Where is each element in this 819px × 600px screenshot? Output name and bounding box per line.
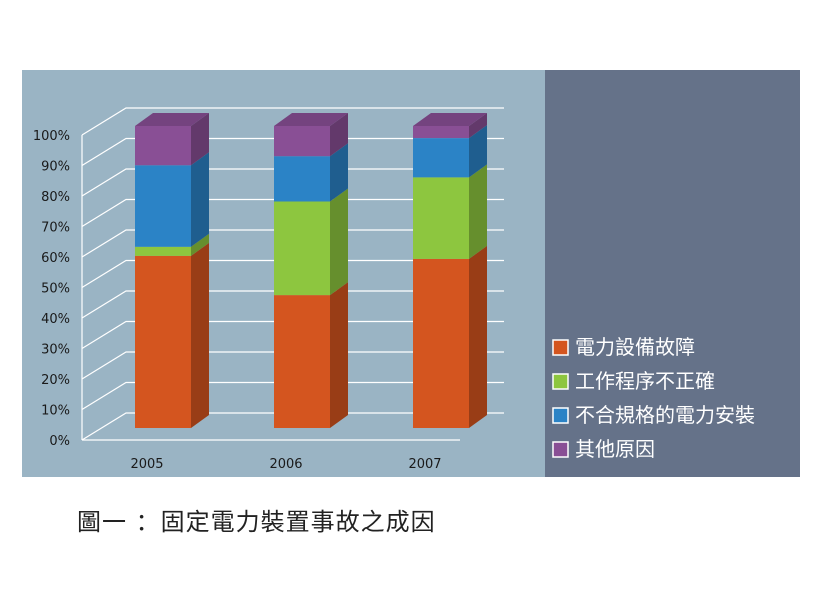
gridline (81, 351, 504, 380)
bar-face (274, 295, 330, 428)
bar-side (330, 143, 348, 202)
bar-face (274, 126, 330, 157)
legend-label: 不合規格的電力安裝 (575, 403, 755, 427)
bar-segment (274, 282, 348, 428)
gridline (81, 168, 504, 197)
bar-segment (413, 125, 487, 178)
bar-side (191, 113, 209, 166)
bar-face (413, 177, 469, 259)
gridline (81, 198, 504, 228)
gridline (81, 412, 504, 441)
legend-swatch (552, 339, 569, 356)
bar-side (191, 152, 209, 247)
gridline (81, 229, 504, 258)
y-tick-label: 70% (41, 221, 70, 236)
legend-label: 工作程序不正確 (575, 369, 715, 393)
bar-segment (274, 188, 348, 296)
y-tick-label: 10% (41, 404, 70, 419)
bar-segment (413, 113, 487, 139)
bar-side (469, 164, 487, 259)
bar-face (135, 165, 191, 247)
gridlines (81, 107, 504, 441)
bar-side (191, 233, 209, 256)
bar-face (413, 126, 469, 139)
legend-label: 電力設備故障 (575, 335, 695, 359)
gridline (81, 381, 504, 411)
bar-face (135, 246, 191, 256)
bar-face (274, 201, 330, 296)
y-tick-label: 90% (41, 160, 70, 175)
bar-segment (413, 245, 487, 428)
bar-top (135, 113, 209, 126)
gridline (81, 137, 504, 167)
bar-segment (135, 113, 209, 166)
bar-segment (274, 143, 348, 202)
x-axis-ticks: 2005 2006 2007 (130, 457, 441, 472)
bar-side (330, 282, 348, 428)
y-tick-label: 50% (41, 282, 70, 297)
bar-face (413, 258, 469, 428)
x-tick-label: 2006 (269, 457, 302, 472)
legend-swatch (552, 441, 569, 458)
bar-segment (135, 233, 209, 256)
bar-side (469, 245, 487, 428)
legend-label: 其他原因 (575, 437, 655, 461)
x-tick-label: 2005 (130, 457, 163, 472)
bar-side (330, 113, 348, 157)
legend-swatch (552, 373, 569, 390)
legend-panel (545, 70, 800, 477)
bar-side (330, 188, 348, 296)
y-axis-ticks: 0% 10% 20% 30% 40% 50% 60% 70% 80% 90% 100% (33, 129, 70, 449)
x-tick-label: 2007 (408, 457, 441, 472)
bar-side (469, 125, 487, 178)
bar-side (469, 113, 487, 139)
bar-side (191, 242, 209, 428)
bars (135, 113, 487, 428)
gridline (81, 107, 504, 136)
bar-segment (135, 152, 209, 247)
y-tick-label: 0% (49, 434, 70, 449)
bar-top (274, 113, 348, 126)
bar-top (413, 113, 487, 126)
gridline (81, 259, 504, 289)
bar-face (135, 255, 191, 428)
y-tick-label: 100% (33, 129, 70, 144)
y-tick-label: 40% (41, 312, 70, 327)
figure-caption: 圖一 ：固定電力裝置事故之成因 (77, 508, 436, 536)
y-tick-label: 20% (41, 373, 70, 388)
y-tick-label: 80% (41, 190, 70, 205)
bar-segment (413, 164, 487, 259)
gridline (81, 290, 504, 319)
bar-segment (274, 113, 348, 157)
bar-segment (135, 242, 209, 428)
y-tick-label: 30% (41, 343, 70, 358)
bar-face (274, 156, 330, 202)
legend-swatch (552, 407, 569, 424)
bar-face (413, 138, 469, 178)
bar-face (135, 126, 191, 166)
gridline (81, 320, 504, 350)
y-tick-label: 60% (41, 251, 70, 266)
